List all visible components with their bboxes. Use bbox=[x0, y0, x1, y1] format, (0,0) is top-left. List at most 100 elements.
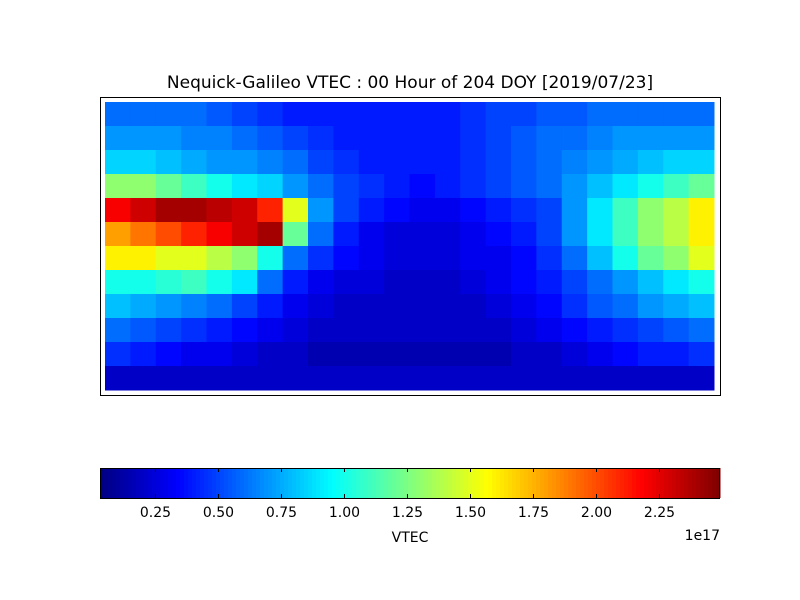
heat-cell bbox=[612, 150, 639, 175]
heat-cell bbox=[637, 222, 664, 247]
heat-cell bbox=[663, 318, 690, 343]
colorbar-frame bbox=[100, 468, 720, 499]
heat-cell bbox=[130, 246, 157, 271]
colorbar-swatch bbox=[580, 468, 585, 498]
colorbar-swatch bbox=[672, 468, 677, 498]
heat-cell bbox=[231, 198, 258, 223]
colorbar-swatch bbox=[184, 468, 189, 498]
heat-cell bbox=[384, 342, 410, 367]
colorbar-swatch bbox=[704, 468, 709, 498]
heat-cell bbox=[434, 318, 461, 343]
colorbar-swatch bbox=[444, 468, 449, 498]
heat-cell bbox=[105, 366, 131, 391]
heat-cell bbox=[130, 366, 157, 391]
heat-cell bbox=[384, 294, 410, 319]
colorbar-tick-label: 0.50 bbox=[203, 505, 234, 521]
heat-cell bbox=[587, 246, 613, 271]
colorbar-swatch bbox=[224, 468, 229, 498]
heat-cell bbox=[536, 126, 563, 151]
heat-cell bbox=[460, 318, 487, 343]
heat-cell bbox=[688, 246, 715, 271]
heat-cell bbox=[688, 318, 715, 343]
heat-cell bbox=[485, 246, 512, 271]
heat-cell bbox=[409, 150, 436, 175]
colorbar-swatch bbox=[368, 468, 373, 498]
colorbar-swatch bbox=[484, 468, 489, 498]
colorbar-swatch bbox=[156, 468, 161, 498]
colorbar-swatch bbox=[388, 468, 393, 498]
heat-cell bbox=[561, 246, 588, 271]
heat-cell bbox=[105, 318, 131, 343]
heat-cell bbox=[409, 126, 436, 151]
heat-cell bbox=[206, 102, 233, 127]
heat-cell bbox=[358, 150, 385, 175]
heat-cell bbox=[130, 198, 157, 223]
heat-cell bbox=[409, 342, 436, 367]
heat-cell bbox=[663, 102, 690, 127]
heat-cell bbox=[637, 366, 664, 391]
heat-cell bbox=[688, 222, 715, 247]
heat-cell bbox=[181, 342, 207, 367]
colorbar-swatch bbox=[420, 468, 425, 498]
heat-cell bbox=[384, 174, 410, 199]
heat-cell bbox=[485, 198, 512, 223]
heat-cell bbox=[206, 150, 233, 175]
heat-cell bbox=[536, 366, 563, 391]
heat-cell bbox=[181, 270, 207, 295]
colorbar-swatch bbox=[212, 468, 217, 498]
colorbar-swatch bbox=[632, 468, 637, 498]
heat-cell bbox=[612, 366, 639, 391]
heat-cell bbox=[130, 222, 157, 247]
heat-cell bbox=[511, 150, 537, 175]
heat-cell bbox=[155, 246, 182, 271]
colorbar-offset: 1e17 bbox=[685, 528, 720, 544]
heat-cell bbox=[561, 222, 588, 247]
heat-cell bbox=[308, 222, 334, 247]
colorbar-swatch bbox=[364, 468, 369, 498]
heat-cell bbox=[282, 294, 309, 319]
heat-cell bbox=[181, 318, 207, 343]
colorbar-swatch bbox=[680, 468, 685, 498]
heat-cell bbox=[612, 222, 639, 247]
heat-cell bbox=[155, 102, 182, 127]
heat-cell bbox=[358, 318, 385, 343]
heat-cell bbox=[587, 174, 613, 199]
colorbar-swatch bbox=[408, 468, 413, 498]
colorbar-swatch bbox=[540, 468, 545, 498]
colorbar-swatch bbox=[492, 468, 497, 498]
colorbar-swatch bbox=[168, 468, 173, 498]
heat-cell bbox=[561, 174, 588, 199]
heat-cell bbox=[485, 222, 512, 247]
heat-cell bbox=[485, 102, 512, 127]
colorbar-swatch bbox=[688, 468, 693, 498]
colorbar-swatch bbox=[140, 468, 145, 498]
heat-cell bbox=[561, 270, 588, 295]
colorbar-tick-label: 2.25 bbox=[644, 505, 675, 521]
heat-cell bbox=[384, 366, 410, 391]
colorbar-swatch bbox=[248, 468, 253, 498]
colorbar-swatch bbox=[252, 468, 257, 498]
colorbar-swatch bbox=[284, 468, 289, 498]
colorbar-swatch bbox=[480, 468, 485, 498]
heat-cell bbox=[257, 198, 284, 223]
heat-cell bbox=[282, 102, 309, 127]
heat-cell bbox=[663, 366, 690, 391]
heat-cell bbox=[308, 102, 334, 127]
colorbar-swatch bbox=[200, 468, 205, 498]
heat-cell bbox=[257, 318, 284, 343]
heat-cell bbox=[358, 174, 385, 199]
colorbar-swatch bbox=[504, 468, 509, 498]
heat-cell bbox=[130, 150, 157, 175]
heat-cell bbox=[485, 150, 512, 175]
heat-cell bbox=[536, 318, 563, 343]
heat-cell bbox=[231, 366, 258, 391]
heat-cell bbox=[358, 294, 385, 319]
heat-cell bbox=[561, 198, 588, 223]
heat-cell bbox=[282, 246, 309, 271]
heat-cell bbox=[333, 102, 360, 127]
heat-cell bbox=[612, 198, 639, 223]
colorbar-swatch bbox=[244, 468, 249, 498]
colorbar-swatch bbox=[348, 468, 353, 498]
heat-cell bbox=[460, 174, 487, 199]
colorbar-swatch bbox=[204, 468, 209, 498]
